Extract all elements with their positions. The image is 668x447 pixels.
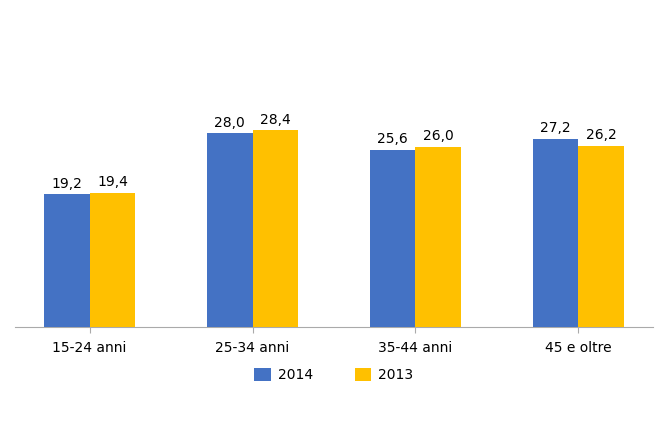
Bar: [370, 150, 415, 328]
Bar: [207, 133, 253, 328]
Bar: [533, 139, 578, 328]
Text: 19,2: 19,2: [51, 177, 82, 191]
Bar: [253, 130, 298, 328]
Bar: [90, 193, 135, 328]
Bar: [415, 147, 461, 328]
Text: 28,4: 28,4: [260, 113, 291, 127]
Text: 26,2: 26,2: [586, 128, 617, 142]
Bar: [44, 194, 90, 328]
Text: 28,0: 28,0: [214, 116, 245, 130]
Text: 19,4: 19,4: [97, 175, 128, 189]
Text: 26,0: 26,0: [423, 130, 454, 143]
Bar: [578, 146, 624, 328]
Text: 25,6: 25,6: [377, 132, 408, 146]
Text: 27,2: 27,2: [540, 121, 571, 135]
Legend: 2014, 2013: 2014, 2013: [247, 361, 421, 389]
